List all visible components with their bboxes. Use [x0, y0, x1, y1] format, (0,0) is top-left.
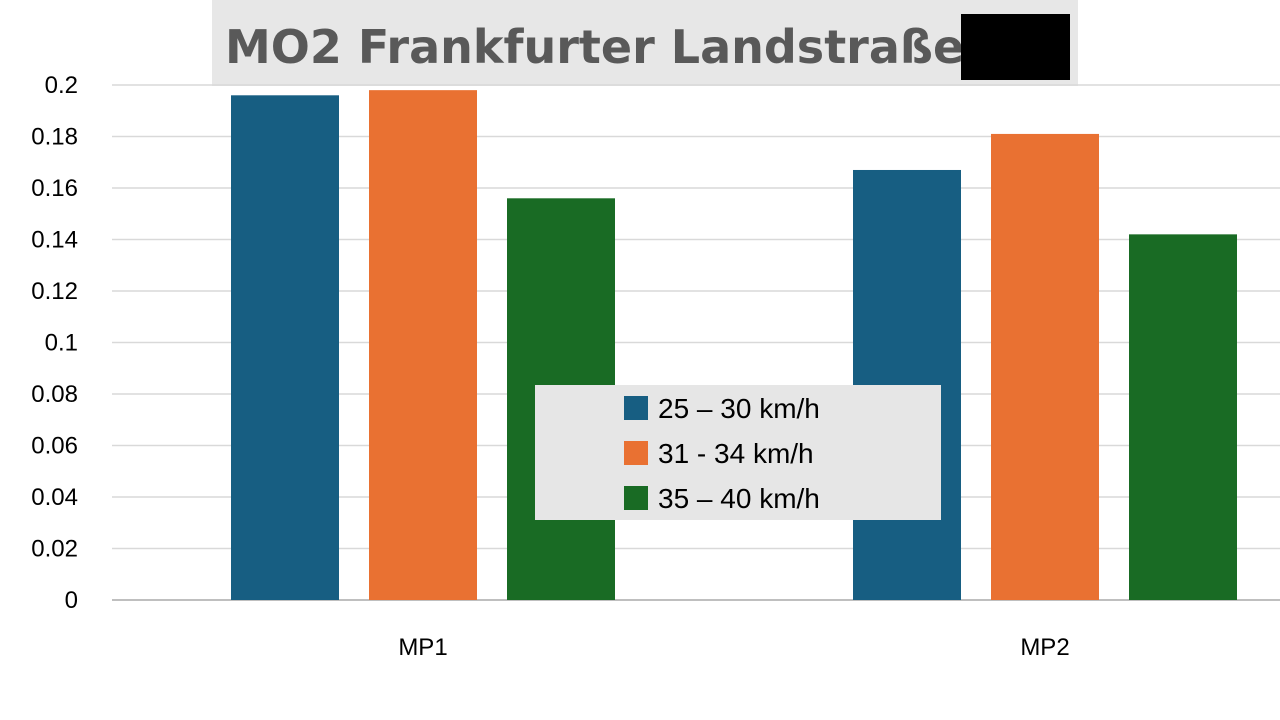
- legend-swatch: [624, 441, 648, 465]
- chart-title-text: MO2 Frankfurter Landstraße: [225, 20, 964, 74]
- legend-swatch: [624, 396, 648, 420]
- x-tick-label: MP1: [398, 634, 447, 661]
- y-tick-label: 0.2: [45, 72, 78, 99]
- bar-mp1-series-1: [231, 95, 339, 601]
- y-tick-label: 0.18: [31, 124, 78, 151]
- redaction-block: [961, 14, 1070, 80]
- chart-title: MO2 Frankfurter Landstraße: [212, 0, 1078, 86]
- legend-box: [535, 385, 941, 520]
- y-axis-ticks: 0 0.02 0.04 0.06 0.08 0.1 0.12 0.14 0.16 0.18 0.2: [31, 72, 78, 614]
- bar-mp1-series-2: [369, 90, 477, 601]
- legend-swatch: [624, 486, 648, 510]
- y-tick-label: 0.16: [31, 175, 78, 202]
- bar-mp2-series-3: [1129, 234, 1237, 600]
- y-tick-label: 0.02: [31, 536, 78, 563]
- legend: 25 – 30 km/h 31 - 34 km/h 35 – 40 km/h: [535, 385, 941, 520]
- bar-mp2-series-2: [991, 133, 1099, 601]
- y-tick-label: 0: [65, 587, 78, 614]
- legend-label: 25 – 30 km/h: [658, 393, 820, 424]
- legend-label: 35 – 40 km/h: [658, 483, 820, 514]
- x-axis-ticks: MP1 MP2: [398, 634, 1069, 661]
- legend-label: 31 - 34 km/h: [658, 438, 814, 469]
- y-tick-label: 0.1: [45, 330, 78, 357]
- bar-mp2-series-1: [853, 169, 961, 600]
- y-tick-label: 0.08: [31, 381, 78, 408]
- y-tick-label: 0.14: [31, 227, 78, 254]
- y-tick-label: 0.04: [31, 484, 78, 511]
- x-tick-label: MP2: [1020, 634, 1069, 661]
- y-tick-label: 0.06: [31, 433, 78, 460]
- bars: [231, 90, 1237, 601]
- y-tick-label: 0.12: [31, 278, 78, 305]
